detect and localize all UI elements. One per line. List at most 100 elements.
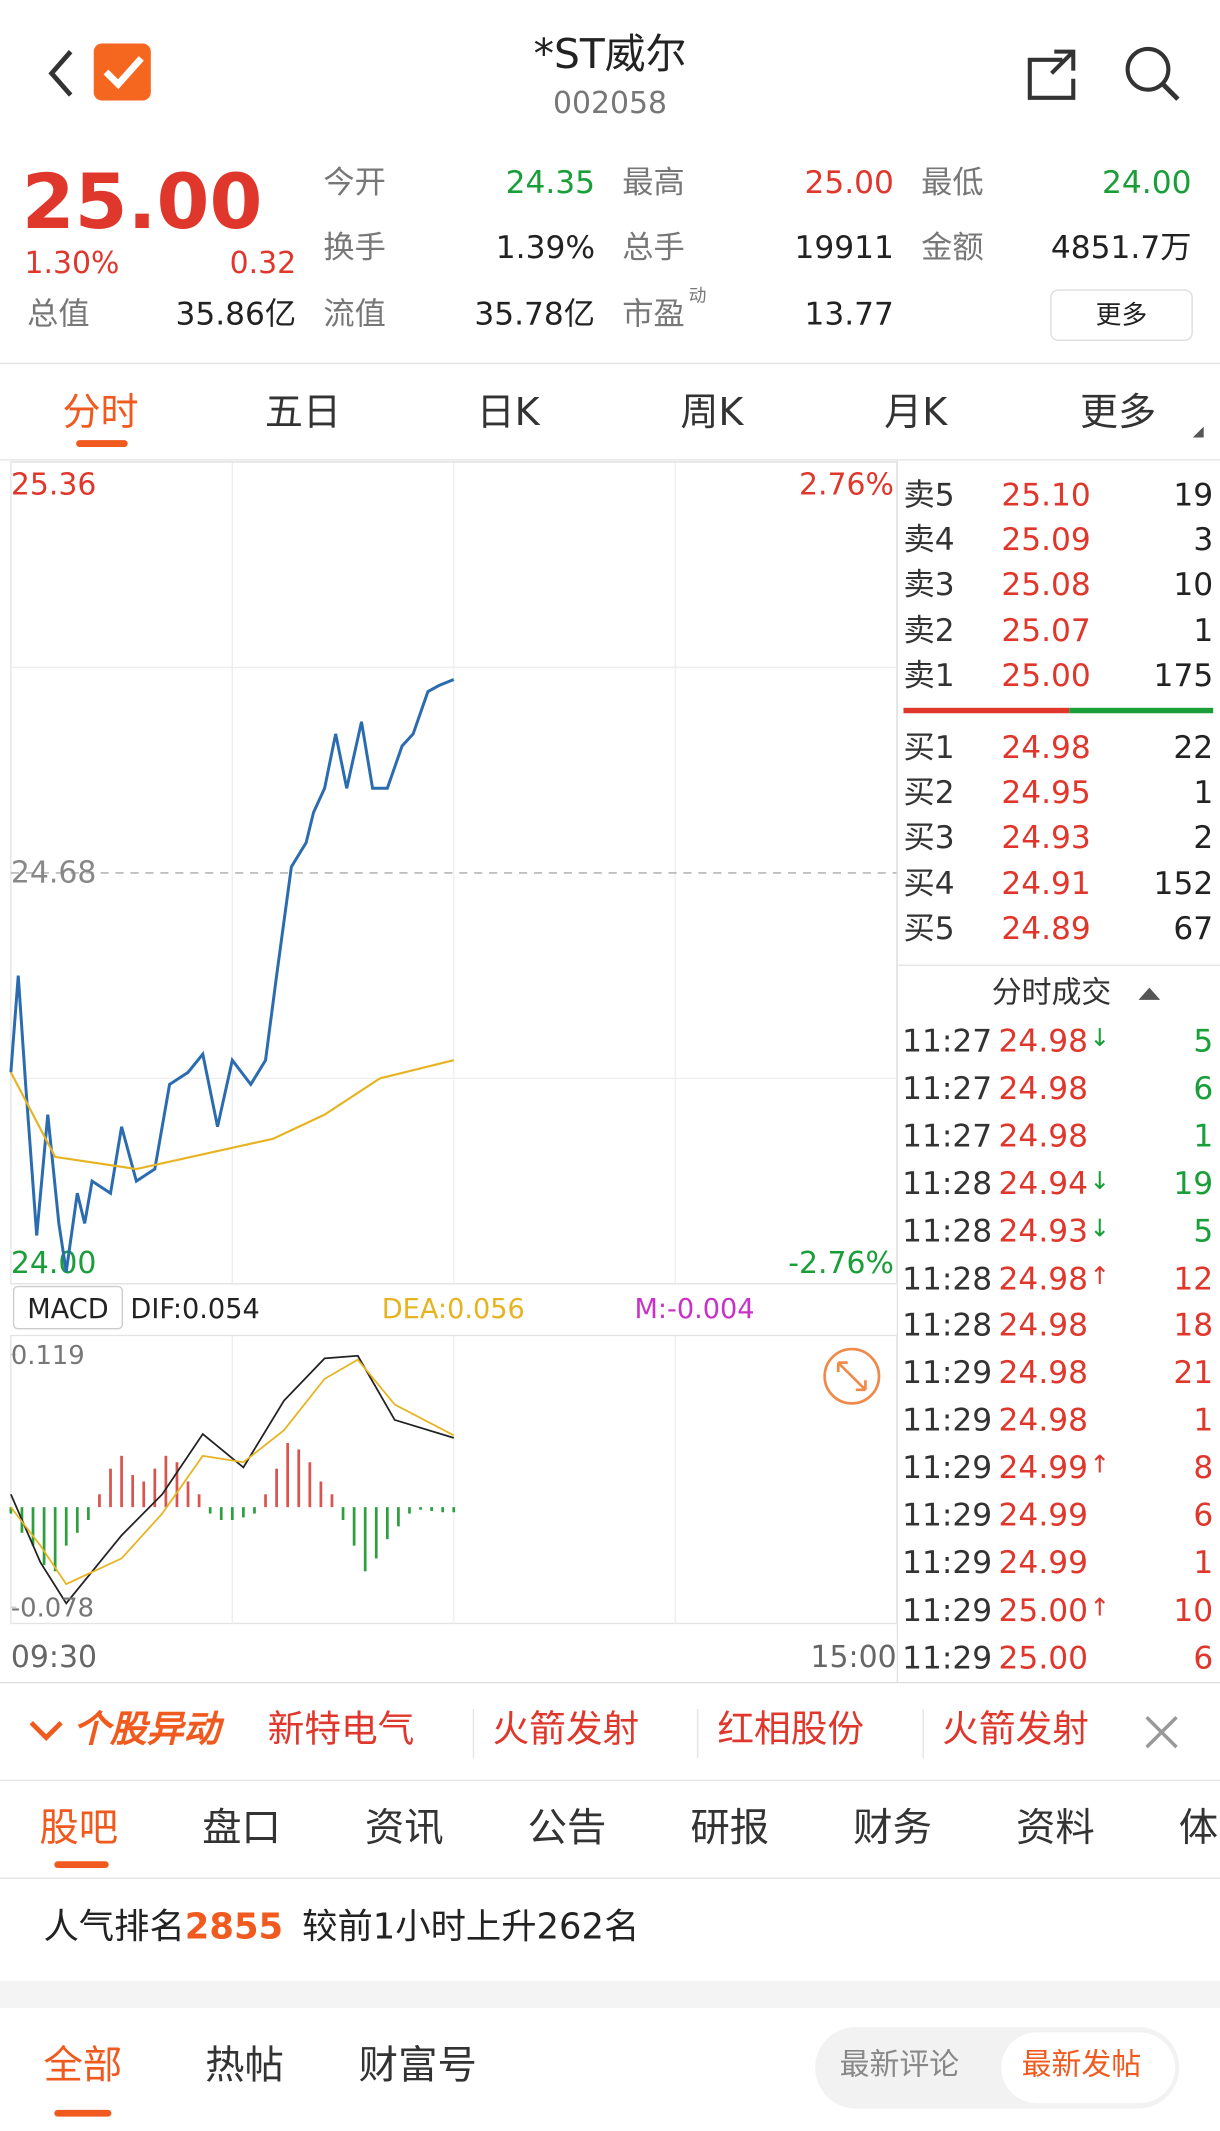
trade-time: 11:29 [902,1640,993,1677]
stat-value: 13.77 [804,297,894,333]
trade-volume: 21 [1173,1356,1214,1392]
y2-tick-label: 2.76% [799,468,894,503]
chart-tab[interactable]: 分时 [62,389,139,435]
section-tab[interactable]: 体 [1178,1804,1219,1851]
watchlist-icon[interactable] [92,42,152,102]
trade-time: 11:29 [902,1356,993,1392]
book-volume: 19 [1173,478,1214,514]
chart-tab[interactable]: 五日 [264,389,342,435]
feed-tab[interactable]: 全部 [43,2041,123,2089]
trade-time: 11:27 [902,1024,993,1060]
section-tab[interactable]: 财务 [853,1804,933,1851]
macd-bar [164,1455,168,1508]
trade-time: 11:29 [902,1498,993,1534]
trade-time: 11:27 [902,1071,993,1108]
more-button[interactable]: 更多 [1050,289,1193,342]
trade-time: 11:28 [902,1166,993,1202]
book-label: 买4 [903,866,955,902]
section-tab[interactable]: 盘口 [202,1804,281,1851]
change-pct: 1.30% [24,247,120,282]
macd-bar [419,1507,422,1510]
trade-arrow: ↓ [1089,1024,1111,1053]
alert-item[interactable]: 火箭发射 [942,1709,1089,1752]
macd-bar [430,1507,433,1511]
section-tab[interactable]: 资料 [1015,1804,1095,1851]
book-label: 卖2 [903,613,955,649]
popularity: 人气排名2855 较前1小时上升262名 [43,1910,639,1945]
book-price: 25.09 [1001,523,1091,559]
trade-volume: 1 [1193,1403,1214,1439]
macd-bar [42,1507,46,1565]
popularity-rank: 2855 [184,1907,284,1949]
macd-bar [374,1507,378,1559]
trade-time: 11:29 [902,1593,993,1629]
feed-tab[interactable]: 财富号 [358,2041,477,2089]
expand-button[interactable] [823,1347,881,1405]
section-tab[interactable]: 资讯 [364,1804,444,1851]
sort-option[interactable]: 最新发帖 [1021,2048,1142,2083]
book-label: 买3 [903,821,955,857]
stat-label: 流值 [323,297,386,333]
stat-label: 总手 [622,230,685,267]
book-label: 买5 [903,911,955,947]
stat-label: 最低 [921,165,984,202]
trade-price: 25.00 [998,1640,1089,1677]
macd-bar [197,1494,201,1508]
divider [0,362,1220,365]
stat-value: 4851.7万 [1050,230,1192,267]
macd-bar [98,1494,101,1508]
close-button[interactable] [1144,1715,1179,1750]
macd-bar [153,1468,157,1508]
trades-title[interactable]: 分时成交 [991,976,1112,1011]
sort-active [1001,2032,1176,2104]
macd-bar [275,1468,278,1508]
chart-tab[interactable]: 更多 [1080,389,1157,435]
macd-bar [131,1475,135,1508]
bid-bar [1069,707,1214,714]
trade-arrow: ↑ [1089,1593,1111,1622]
macd-bar [330,1494,334,1508]
trade-price: 25.00 [998,1593,1089,1629]
back-button[interactable] [41,46,79,100]
book-price: 24.93 [1001,821,1091,857]
y2-tick-label: -2.76% [788,1246,894,1281]
trade-volume: 6 [1193,1071,1214,1108]
divider [0,1877,1220,1879]
chart-tab[interactable]: 周K [680,389,744,435]
divider [898,964,1220,966]
alert-item[interactable]: 新特电气 [267,1709,415,1752]
macd-bar [319,1481,323,1508]
trade-volume: 5 [1193,1214,1214,1250]
divider [696,1709,699,1758]
macd-bar [441,1507,445,1513]
book-price: 24.91 [1001,866,1091,902]
y-tick-label: 24.68 [11,855,97,890]
book-label: 卖1 [903,658,955,694]
macd-bar [230,1507,234,1520]
feed-tab[interactable]: 热帖 [205,2041,284,2089]
legend-entry: DIF:0.054 [130,1294,259,1325]
stat-value: 24.35 [505,165,596,202]
popularity-label: 人气排名 [43,1907,185,1949]
chart-tab[interactable]: 日K [476,389,540,435]
sort-option[interactable]: 最新评论 [839,2048,960,2083]
divider [472,1709,474,1758]
macd-bar [87,1507,90,1520]
x-tick-label: 09:30 [11,1640,97,1675]
share-button[interactable] [1022,43,1082,103]
section-tab[interactable]: 研报 [690,1804,770,1851]
search-button[interactable] [1122,43,1182,103]
chart-tab[interactable]: 月K [884,389,948,435]
section-tab[interactable]: 公告 [527,1804,607,1851]
divider [896,459,899,1682]
stat-label: 金额 [921,230,984,267]
section-tab[interactable]: 股吧 [39,1804,119,1851]
macd-bar [64,1507,68,1546]
macd-bar [352,1507,356,1546]
alert-item[interactable]: 红相股份 [717,1709,865,1752]
tab-underline [76,440,128,447]
trade-price: 24.98 [998,1356,1089,1392]
macd-bar [175,1462,179,1508]
alert-item[interactable]: 火箭发射 [492,1709,640,1752]
